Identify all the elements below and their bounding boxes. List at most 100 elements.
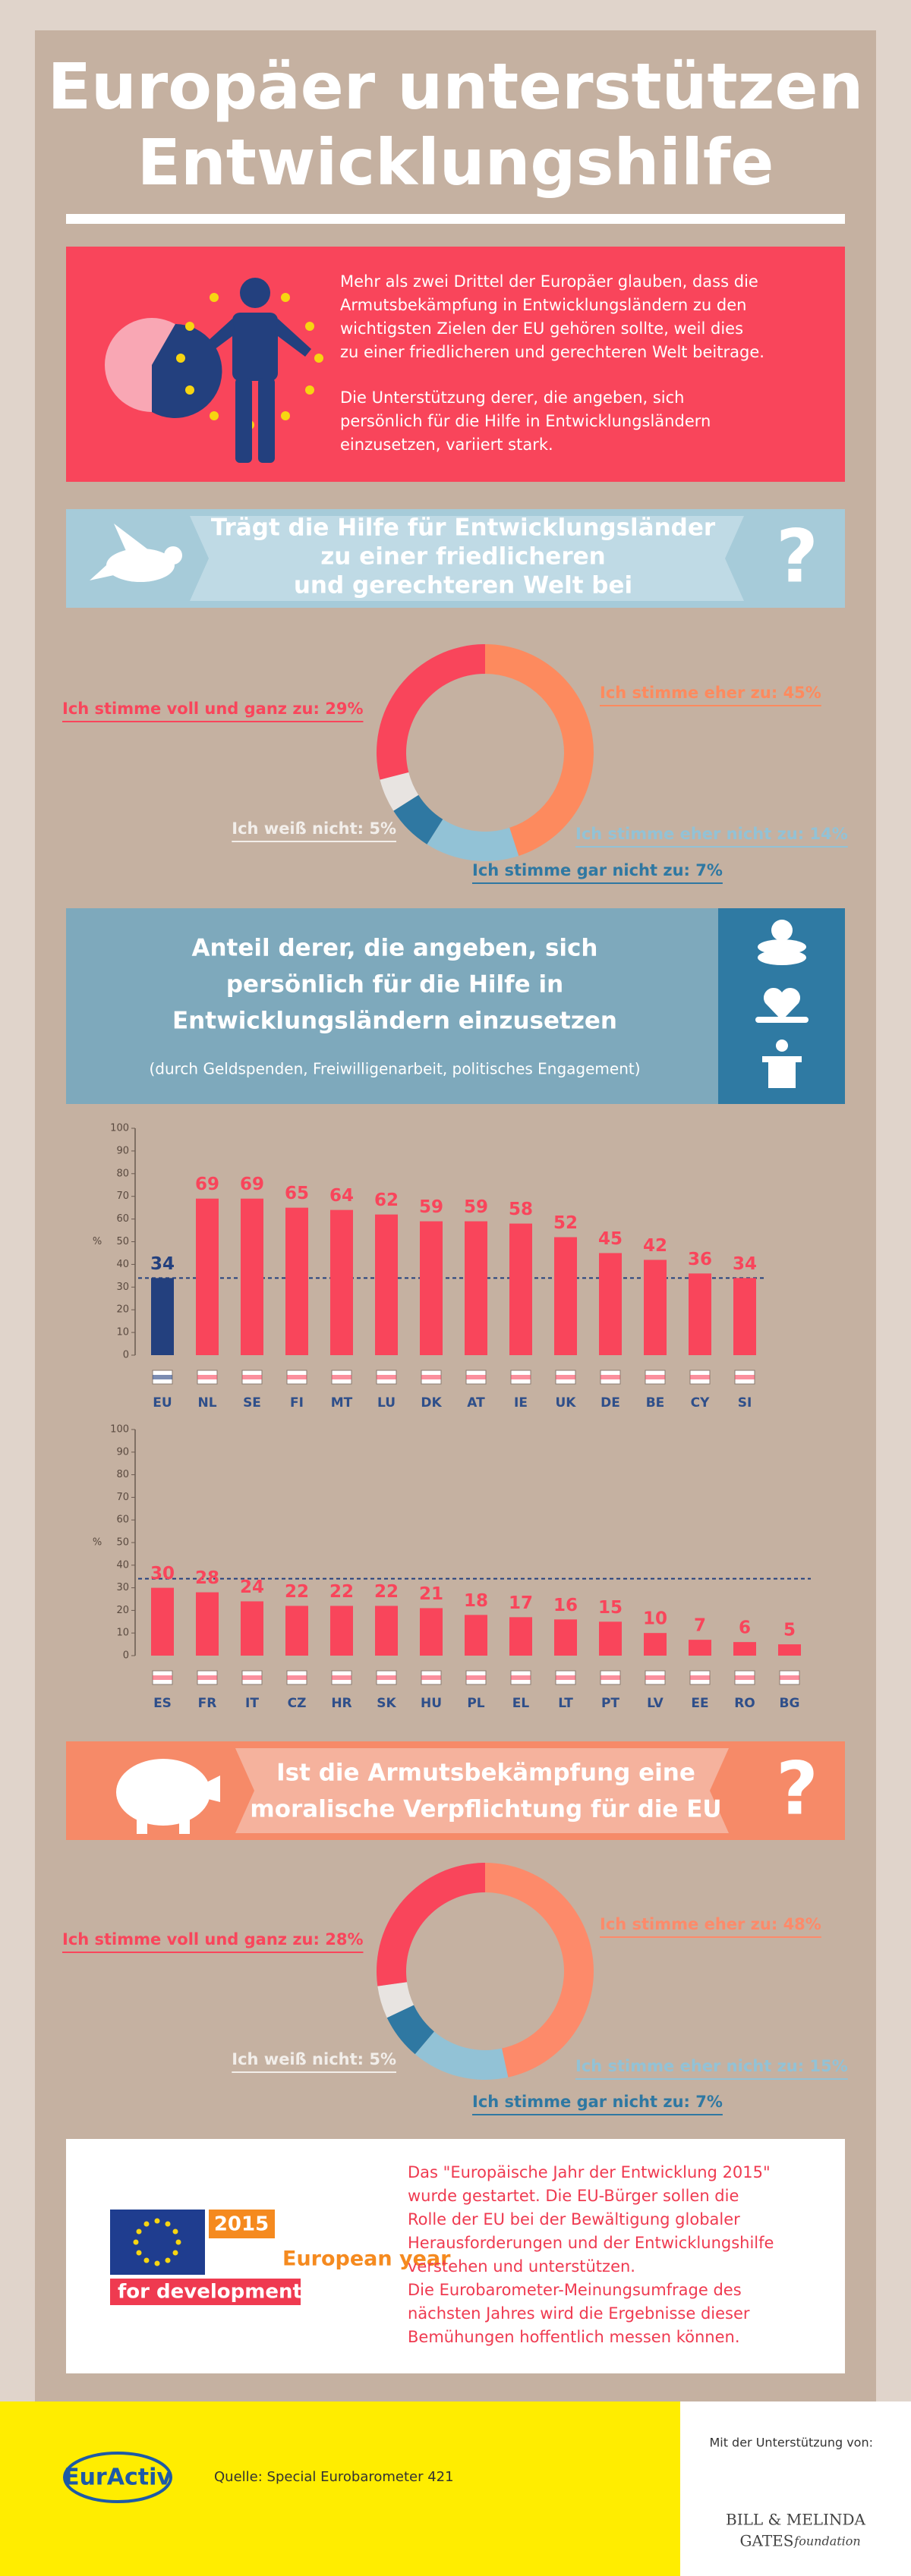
slice-label: Ich stimme voll und ganz zu: 28% xyxy=(62,1930,363,1949)
bar xyxy=(420,1221,443,1355)
intro-text: Armutsbekämpfung in Entwicklungsländern … xyxy=(340,296,746,314)
y-tick-label: 40 xyxy=(116,1259,129,1270)
banner-ribbon xyxy=(190,516,744,601)
slice-value: 5% xyxy=(369,819,396,838)
value-label: 42 xyxy=(643,1236,667,1256)
slice-value: 45% xyxy=(783,684,821,702)
y-tick-label: 80 xyxy=(116,1469,129,1480)
campaign-text: Herausforderungen und der Entwicklungshi… xyxy=(408,2234,774,2252)
value-label: 18 xyxy=(464,1591,488,1611)
x-tick-label: MT xyxy=(331,1395,353,1411)
section-title: Anteil derer, die angeben, sich xyxy=(192,935,598,962)
y-tick-label: 40 xyxy=(116,1559,129,1571)
value-label: 16 xyxy=(553,1596,578,1615)
value-label: 22 xyxy=(329,1582,354,1602)
sponsor: foundation xyxy=(793,2534,860,2549)
dove-icon xyxy=(90,524,182,582)
value-label: 59 xyxy=(464,1197,488,1217)
y-tick-label: 70 xyxy=(116,1190,129,1202)
y-tick-label: 20 xyxy=(116,1605,129,1616)
bar xyxy=(509,1223,532,1355)
flag-stripe xyxy=(690,1375,710,1379)
y-tick-label: 50 xyxy=(116,1537,129,1549)
flag-stripe xyxy=(197,1375,217,1379)
y-tick-label: 50 xyxy=(116,1236,129,1247)
value-label: 62 xyxy=(374,1190,399,1210)
flag-stripe xyxy=(511,1675,531,1680)
intro-text: wichtigsten Zielen der EU gehören sollte… xyxy=(340,319,743,338)
value-label: 58 xyxy=(509,1200,533,1219)
flag-stripe xyxy=(287,1675,307,1680)
campaign-text: Rolle der EU bei der Bewältigung globale… xyxy=(408,2210,740,2228)
value-label: 28 xyxy=(195,1568,219,1588)
slice-category: Ich stimme voll und ganz zu: xyxy=(62,700,325,718)
flag-stripe xyxy=(645,1675,665,1680)
x-tick-label: BG xyxy=(780,1696,800,1711)
flag-stripe xyxy=(153,1375,172,1379)
x-tick-label: BE xyxy=(646,1395,665,1411)
flag-stripe xyxy=(332,1375,351,1379)
y-tick-label: 100 xyxy=(110,1123,129,1134)
year-box xyxy=(209,2210,275,2238)
campaign-text: Bemühungen hoffentlich messen können. xyxy=(408,2328,740,2346)
intro-text: Mehr als zwei Drittel der Europäer glaub… xyxy=(340,272,758,291)
flag-stripe xyxy=(421,1375,441,1379)
intro-text: persönlich für die Hilfe in Entwicklungs… xyxy=(340,412,711,430)
flag-stripe xyxy=(556,1675,575,1680)
x-tick-label: IE xyxy=(514,1395,528,1411)
y-axis-label: % xyxy=(93,1236,102,1247)
flag-stripe xyxy=(556,1375,575,1379)
flag-stripe xyxy=(466,1375,486,1379)
bar xyxy=(330,1209,353,1355)
section-title: persönlich für die Hilfe in xyxy=(226,971,563,999)
bar xyxy=(733,1278,756,1355)
slice-value: 7% xyxy=(695,2093,723,2111)
flag-stripe xyxy=(421,1675,441,1680)
value-label: 24 xyxy=(240,1577,264,1597)
value-label: 64 xyxy=(329,1186,354,1206)
campaign-name: European year xyxy=(282,2247,451,2271)
value-label: 65 xyxy=(285,1184,309,1203)
value-label: 59 xyxy=(419,1197,443,1217)
flag-stripe xyxy=(377,1675,396,1680)
slice-label: Ich stimme eher zu: 45% xyxy=(600,684,821,702)
y-tick-label: 10 xyxy=(116,1628,129,1639)
x-tick-label: CZ xyxy=(288,1696,307,1711)
slice-label: Ich weiß nicht: 5% xyxy=(232,2050,396,2068)
bar xyxy=(778,1644,801,1656)
eu-stars xyxy=(133,2218,181,2266)
bar xyxy=(509,1617,532,1656)
campaign-text: wurde gestartet. Die EU-Bürger sollen di… xyxy=(408,2187,739,2205)
question: Trägt die Hilfe für Entwicklungsländer xyxy=(211,514,716,542)
title-rule xyxy=(66,214,845,224)
x-tick-label: PL xyxy=(467,1696,484,1711)
source: Quelle: Special Eurobarometer 421 xyxy=(214,2469,454,2485)
x-tick-label: PT xyxy=(601,1696,619,1711)
slice-category: Ich stimme eher nicht zu: xyxy=(575,825,809,843)
value-label: 69 xyxy=(195,1175,219,1194)
x-tick-label: SK xyxy=(377,1696,396,1711)
donut-slice xyxy=(485,1863,594,2077)
bar xyxy=(241,1601,263,1656)
x-tick-label: HU xyxy=(421,1696,442,1711)
x-tick-label: LU xyxy=(377,1395,396,1411)
flag-stripe xyxy=(601,1675,620,1680)
slice-value: 28% xyxy=(325,1930,363,1949)
donut-slice xyxy=(415,2031,509,2080)
x-tick-label: NL xyxy=(197,1395,216,1411)
bar xyxy=(375,1606,398,1656)
flag-stripe xyxy=(197,1675,217,1680)
question: zu einer friedlicheren xyxy=(320,543,605,571)
x-tick-label: EU xyxy=(153,1395,172,1411)
help-icons xyxy=(755,920,809,1088)
campaign-text: Die Eurobarometer-Meinungsumfrage des xyxy=(408,2281,742,2299)
x-tick-label: RO xyxy=(734,1696,755,1711)
slice-value: 29% xyxy=(325,700,363,718)
bar xyxy=(420,1608,443,1656)
y-tick-label: 20 xyxy=(116,1304,129,1316)
value-label: 34 xyxy=(733,1254,757,1274)
bar xyxy=(465,1221,487,1355)
x-tick-label: SI xyxy=(738,1395,752,1411)
donut-slice xyxy=(485,644,594,857)
